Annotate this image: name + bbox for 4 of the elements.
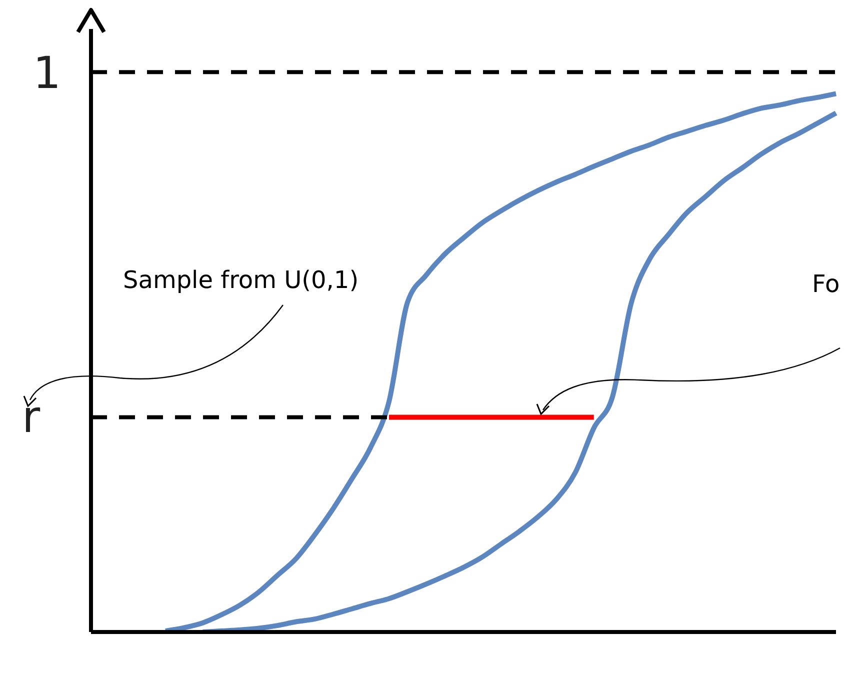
annotation: Sample from U(0,1) bbox=[123, 266, 359, 294]
ref-line-label: 1 bbox=[33, 48, 61, 100]
annotation: Fo bbox=[812, 270, 840, 298]
text: r bbox=[20, 391, 42, 445]
